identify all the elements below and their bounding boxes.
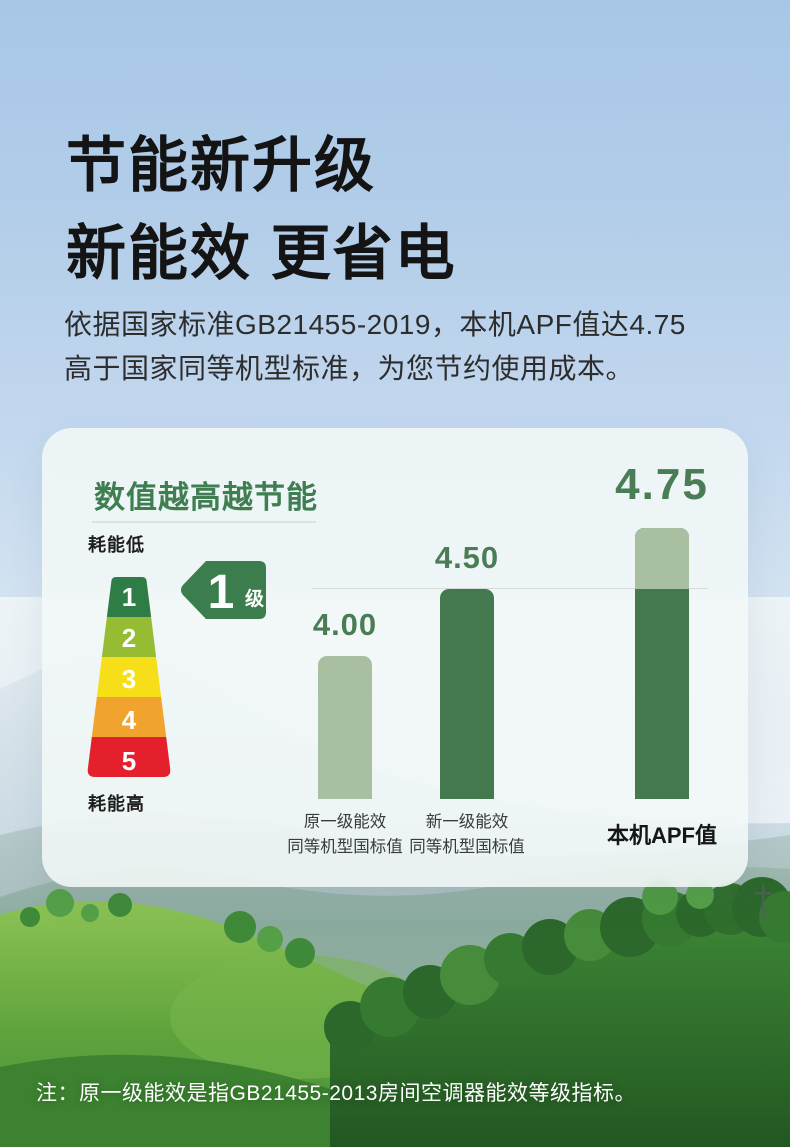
badge-number: 1	[208, 566, 235, 619]
energy-pyramid-icon: 1 2 3 4 5	[87, 577, 171, 777]
efficiency-card: 数值越高越节能 耗能低 1 2 3 4 5	[42, 428, 748, 887]
subtitle-line2: 高于国家同等机型标准，为您节约使用成本。	[64, 353, 635, 384]
apf-bar-chart: 4.00 原一级能效 同等机型国标值 4.50 新一级能效 同等机型国标值 4.…	[42, 428, 748, 856]
subtitle-line1: 依据国家标准GB21455-2019，本机APF值达4.75	[64, 309, 686, 340]
bar-new-standard	[440, 589, 494, 799]
bar-category-label: 新一级能效 同等机型国标值	[409, 813, 525, 856]
bar-value-label: 4.75	[615, 460, 709, 509]
bar-value-label: 4.50	[434, 540, 500, 575]
card-title: 数值越高越节能	[94, 480, 318, 515]
level-2-label: 2	[122, 623, 136, 653]
consumption-low-label: 耗能低	[88, 535, 145, 555]
level-1-label: 1	[122, 582, 136, 612]
foreground-grass	[0, 1054, 330, 1147]
bar-category-label: 原一级能效 同等机型国标值	[287, 813, 403, 856]
headline-line2: 新能效 更省电	[66, 220, 457, 287]
level-4-label: 4	[122, 705, 137, 735]
subtitle: 依据国家标准GB21455-2019，本机APF值达4.75 高于国家同等机型标…	[64, 303, 686, 391]
footnote: 注：原一级能效是指GB21455-2013房间空调器能效等级指标。	[36, 1082, 636, 1105]
bar-this-unit	[635, 528, 689, 799]
bar-old-standard	[318, 656, 372, 799]
scattered-trees	[20, 879, 714, 968]
reference-gridline	[312, 588, 708, 589]
headline-line1: 节能新升级	[66, 132, 376, 199]
bar-value-label: 4.00	[312, 607, 378, 642]
bar-column-new-standard: 4.50 新一级能效 同等机型国标值	[409, 428, 525, 856]
forest-mass	[330, 908, 790, 1147]
consumption-high-label: 耗能高	[88, 794, 145, 814]
bar-column-old-standard: 4.00 原一级能效 同等机型国标值	[287, 428, 403, 856]
bar-category-label: 本机APF值	[606, 823, 717, 848]
bar-column-this-unit: 4.75 本机APF值	[607, 428, 717, 848]
badge-suffix: 级	[245, 587, 264, 610]
utility-pole	[755, 885, 772, 919]
card-divider	[92, 521, 316, 523]
level-5-label: 5	[122, 746, 136, 776]
grade-1-badge-icon: 1 级	[181, 561, 266, 619]
bar-segment-above-reference	[635, 528, 689, 589]
level-3-label: 3	[122, 664, 136, 694]
